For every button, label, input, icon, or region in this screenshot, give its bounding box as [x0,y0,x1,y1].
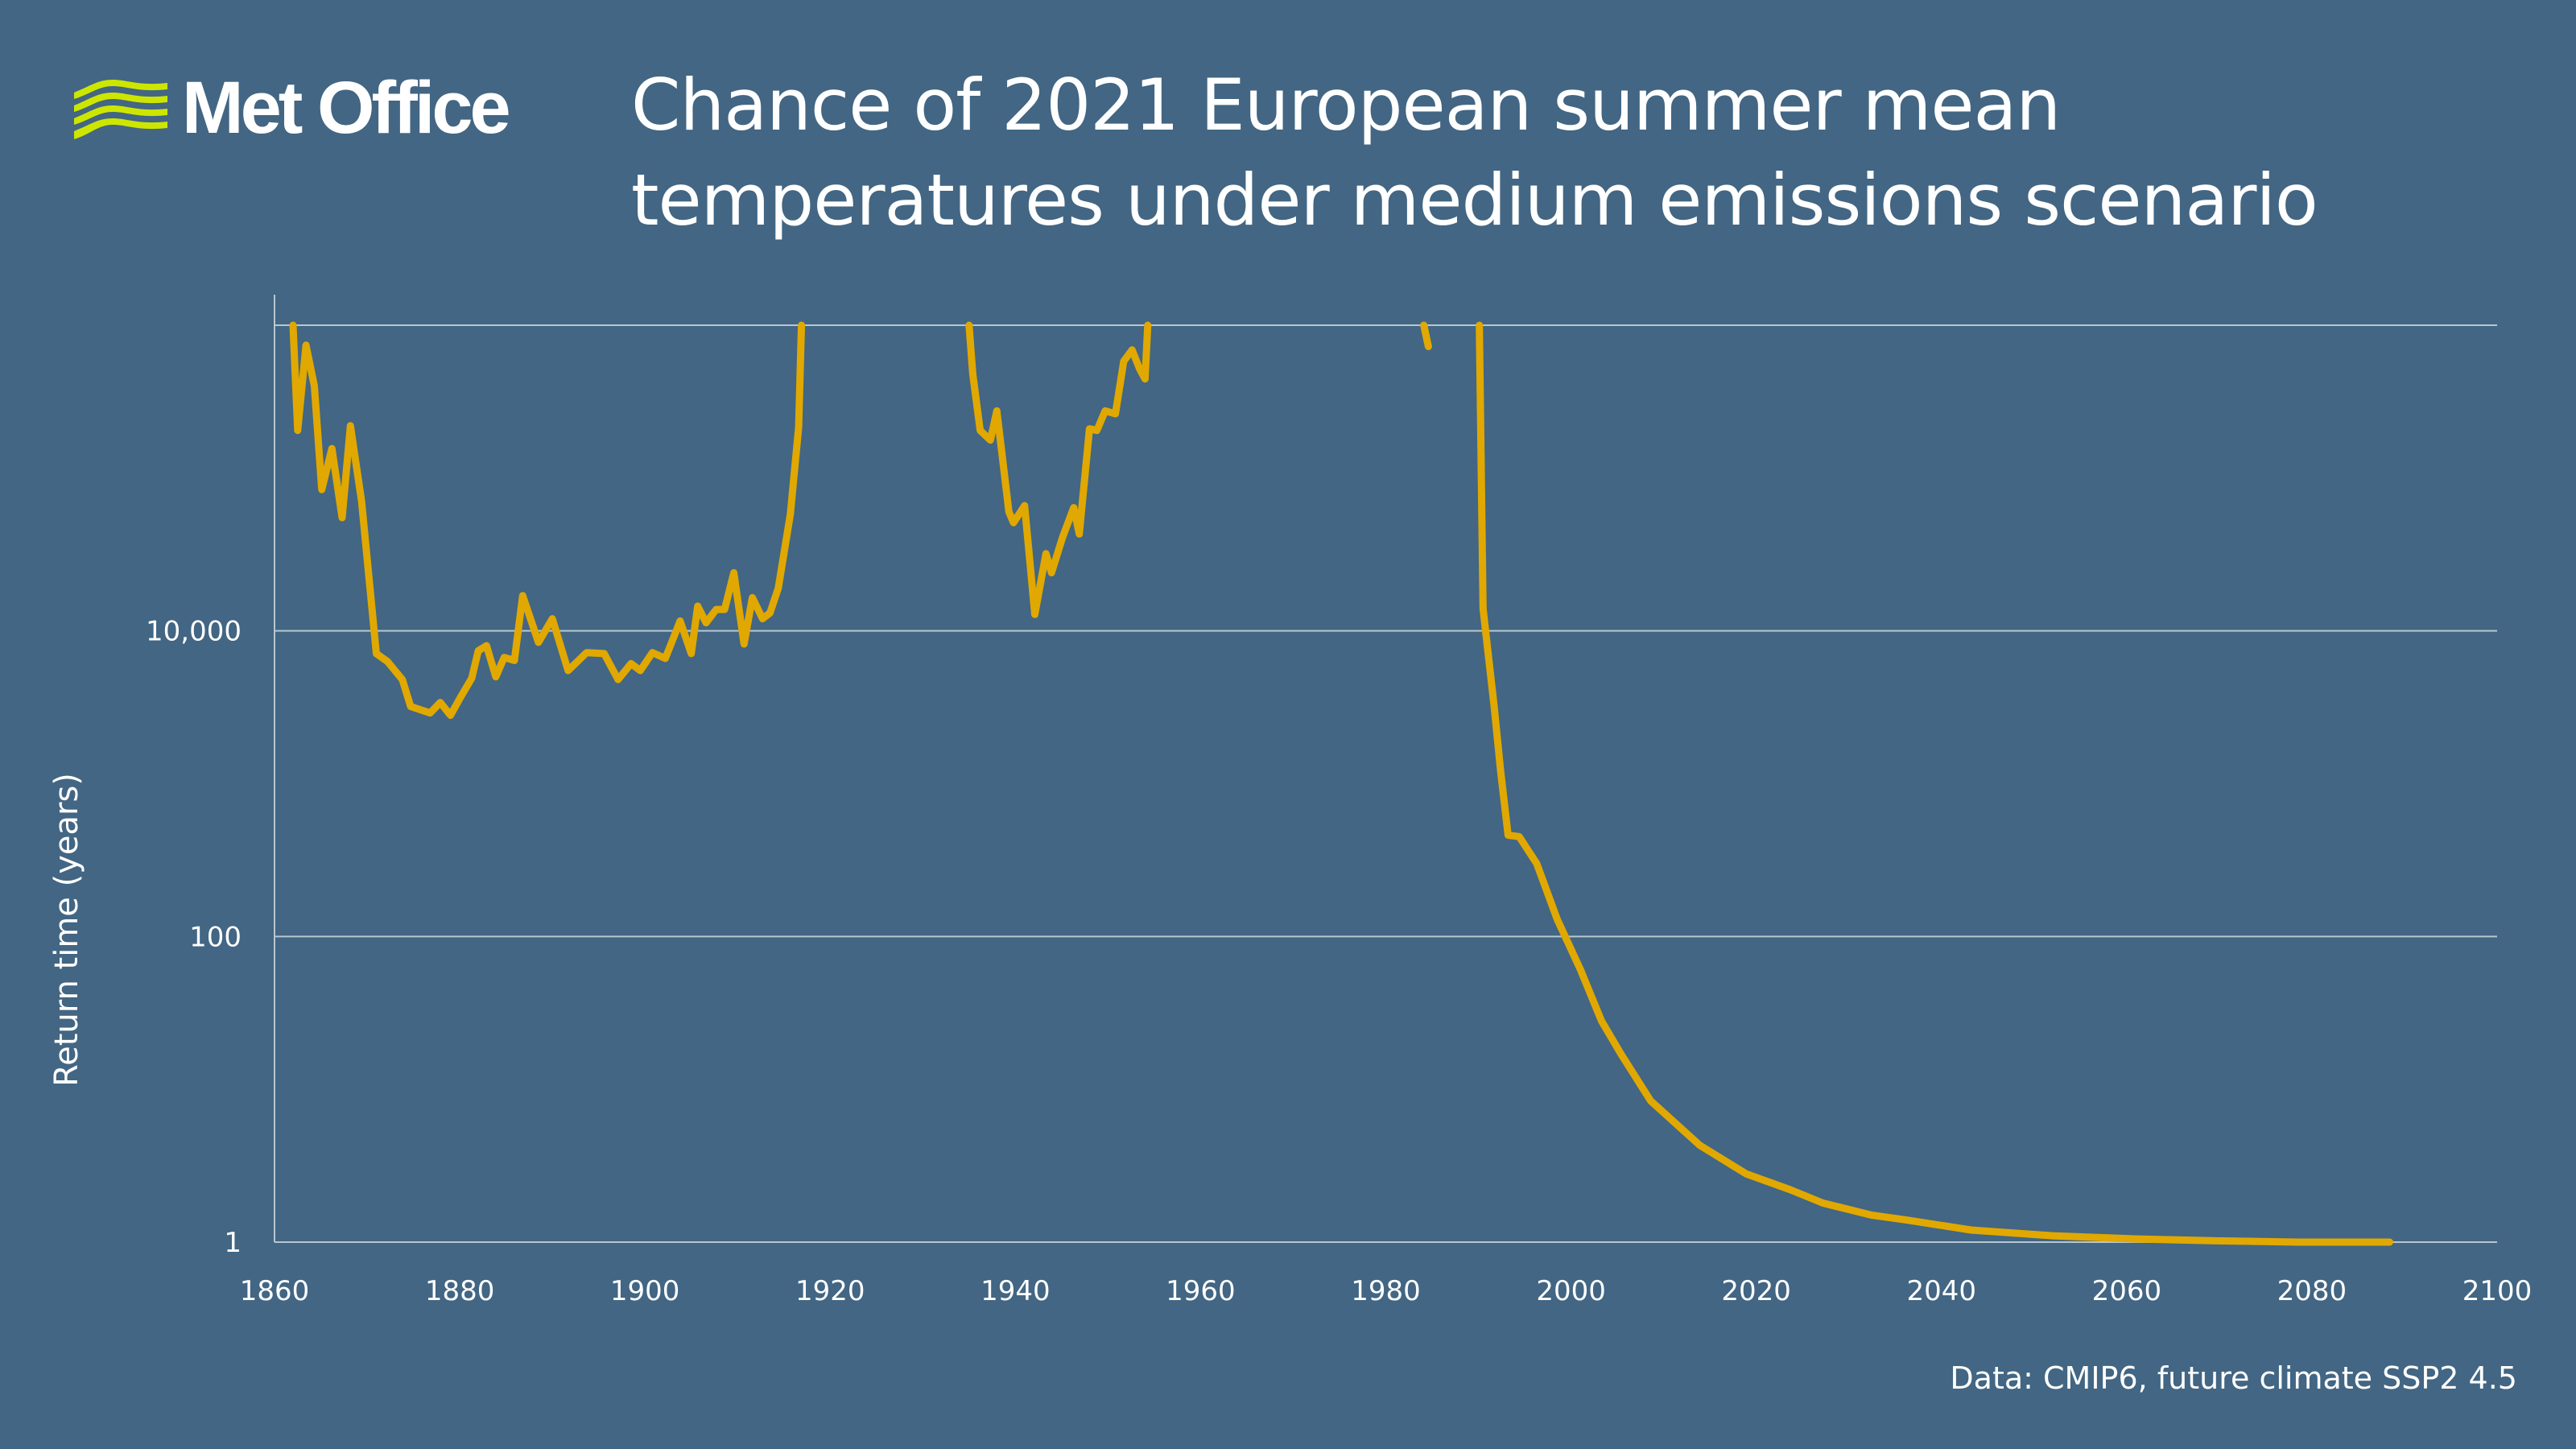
x-tick-label: 1960 [1166,1275,1236,1307]
x-tick-label: 1980 [1351,1275,1421,1307]
x-tick-label: 2080 [2277,1275,2347,1307]
x-tick-label: 2060 [2092,1275,2162,1307]
x-tick-label: 2000 [1536,1275,1606,1307]
title-line-1: Chance of 2021 European summer mean [631,64,2061,147]
y-tick-label: 10,000 [146,616,242,648]
y-tick-label: 100 [189,921,242,953]
x-tick-label: 2020 [1721,1275,1791,1307]
x-tick-label: 1920 [795,1275,865,1307]
y-axis-label: Return time (years) [48,773,85,1087]
title-line-2: temperatures under medium emissions scen… [631,159,2318,242]
series-line-segment-2 [965,321,1152,618]
x-tick-label: 1880 [425,1275,495,1307]
gridlines [275,324,2497,1243]
y-tick-label: 1 [224,1227,242,1259]
x-tick-label: 1860 [240,1275,310,1307]
waves-logo-icon [74,79,167,139]
x-tick-label: 2100 [2462,1275,2533,1307]
x-tick-label: 1900 [610,1275,680,1307]
met-office-logo: Met Office [74,66,511,151]
x-tick-labels: 1860 1880 1900 1920 1940 1960 1980 2000 2020 2040… [240,1275,2533,1307]
series-line-segment-4 [1476,321,2394,1246]
logo-text: Met Office [182,67,511,149]
series-line-segment-1 [289,321,806,720]
y-tick-labels: 1 100 10,000 [146,616,242,1259]
chart-title: Chance of 2021 European summer mean temp… [631,58,2318,248]
x-tick-label: 1940 [980,1275,1051,1307]
x-tick-label: 2040 [1906,1275,1976,1307]
series-line-segment-3 [1420,321,1432,350]
series-lines [289,321,2394,1246]
source-note: Data: CMIP6, future climate SSP2 4.5 [1950,1360,2517,1396]
